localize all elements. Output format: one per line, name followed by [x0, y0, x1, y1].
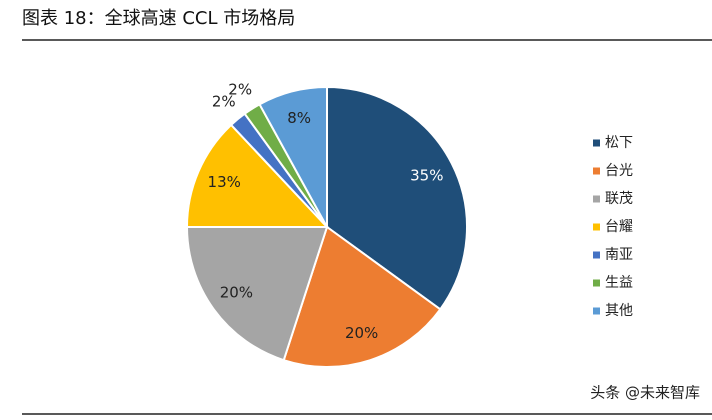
legend-label: 台光 [605, 163, 633, 179]
data-label: 2% [212, 93, 236, 111]
pie-slice [282, 225, 442, 368]
data-label: 2% [228, 81, 252, 99]
legend-label: 松下 [605, 135, 633, 151]
chart-title: 图表 18：全球高速 CCL 市场格局 [22, 8, 295, 29]
legend-swatch [593, 307, 600, 315]
legend-swatch [593, 195, 600, 203]
legend-swatch [593, 251, 600, 259]
watermark: 头条 @未来智库 [590, 384, 700, 402]
legend-swatch [593, 139, 600, 147]
data-label: 13% [208, 173, 241, 191]
data-label: 35% [410, 167, 443, 185]
pie-slice [185, 123, 330, 228]
data-label: 20% [345, 324, 378, 342]
legend-swatch [593, 223, 600, 231]
legend-label: 南亚 [605, 247, 633, 263]
legend-label: 联茂 [605, 190, 633, 207]
legend-label: 生益 [605, 275, 633, 291]
legend-label: 台耀 [605, 219, 633, 235]
pie-slice [326, 85, 468, 311]
data-label: 20% [220, 283, 253, 301]
legend-label: 其他 [605, 303, 633, 319]
pie-slice [185, 226, 329, 362]
data-label: 8% [287, 109, 311, 127]
legend-swatch [593, 167, 600, 175]
pie-slice [258, 85, 328, 228]
legend-swatch [593, 279, 600, 287]
